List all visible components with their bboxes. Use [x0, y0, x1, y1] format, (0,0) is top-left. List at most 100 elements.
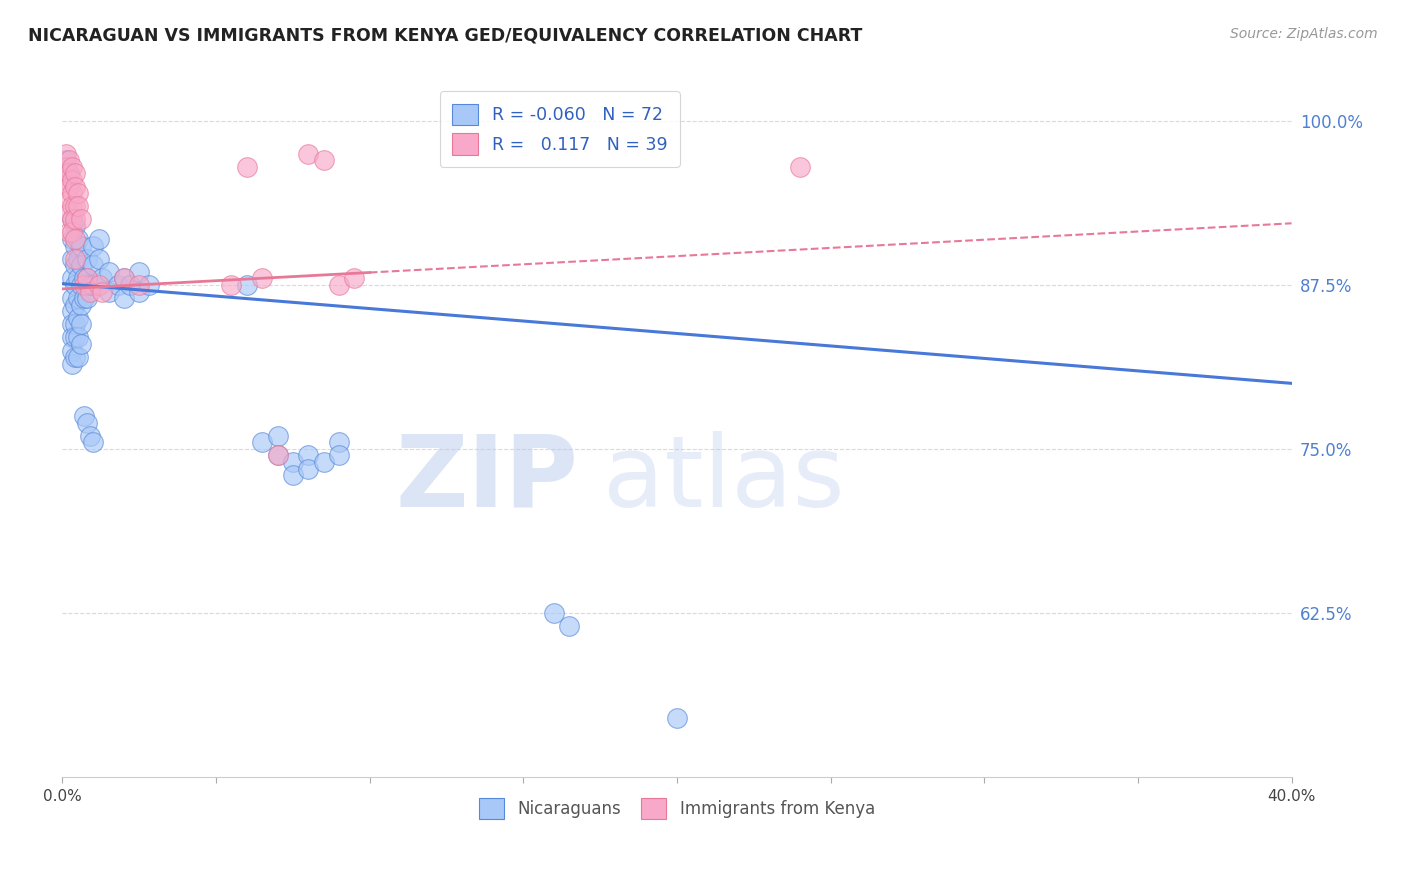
Point [58, 153, 80, 168]
Point [60, 160, 83, 174]
Point [66, 271, 89, 285]
Point [70, 258, 93, 272]
Text: Source: ZipAtlas.com: Source: ZipAtlas.com [1230, 27, 1378, 41]
Point [73, 291, 96, 305]
Point [312, 455, 335, 469]
Point [138, 277, 160, 292]
Point [76, 271, 98, 285]
Point [73, 277, 96, 292]
Point [60, 318, 83, 332]
Point [63, 166, 86, 180]
Point [66, 310, 89, 325]
Point [58, 206, 80, 220]
Point [97, 265, 120, 279]
Point [60, 232, 83, 246]
Point [666, 711, 689, 725]
Point [60, 271, 83, 285]
Point [250, 435, 273, 450]
Point [89, 252, 111, 266]
Point [66, 199, 89, 213]
Point [328, 435, 350, 450]
Point [112, 271, 135, 285]
Point [66, 350, 89, 364]
Point [82, 238, 104, 252]
Text: ZIP: ZIP [396, 431, 579, 528]
Point [63, 258, 86, 272]
Point [55, 173, 77, 187]
Point [79, 429, 101, 443]
Point [297, 461, 319, 475]
Point [128, 265, 150, 279]
Point [328, 277, 350, 292]
Point [343, 271, 366, 285]
Point [76, 416, 98, 430]
Point [58, 166, 80, 180]
Point [63, 179, 86, 194]
Point [73, 409, 96, 424]
Point [63, 252, 86, 266]
Point [60, 173, 83, 187]
Point [107, 277, 129, 292]
Point [63, 212, 86, 227]
Point [63, 199, 86, 213]
Point [60, 343, 83, 358]
Point [66, 291, 89, 305]
Point [58, 166, 80, 180]
Point [297, 146, 319, 161]
Point [312, 153, 335, 168]
Point [60, 304, 83, 318]
Point [66, 330, 89, 344]
Text: NICARAGUAN VS IMMIGRANTS FROM KENYA GED/EQUIVALENCY CORRELATION CHART: NICARAGUAN VS IMMIGRANTS FROM KENYA GED/… [28, 27, 862, 45]
Point [60, 186, 83, 201]
Point [281, 468, 304, 483]
Point [328, 449, 350, 463]
Text: atlas: atlas [603, 431, 845, 528]
Point [297, 449, 319, 463]
Point [89, 277, 111, 292]
Point [76, 271, 98, 285]
Point [266, 449, 288, 463]
Point [112, 271, 135, 285]
Point [82, 435, 104, 450]
Point [221, 277, 243, 292]
Point [789, 160, 811, 174]
Point [60, 212, 83, 227]
Point [82, 277, 104, 292]
Point [63, 318, 86, 332]
Point [266, 429, 288, 443]
Point [70, 318, 93, 332]
Point [76, 252, 98, 266]
Point [89, 232, 111, 246]
Point [70, 238, 93, 252]
Point [79, 277, 101, 292]
Point [55, 146, 77, 161]
Point [70, 337, 93, 351]
Point [63, 219, 86, 233]
Point [58, 226, 80, 240]
Point [63, 238, 86, 252]
Point [250, 271, 273, 285]
Point [63, 298, 86, 312]
Point [60, 291, 83, 305]
Point [91, 271, 114, 285]
Point [558, 619, 581, 633]
Point [60, 226, 83, 240]
Point [128, 285, 150, 299]
Point [543, 606, 565, 620]
Point [60, 330, 83, 344]
Point [70, 212, 93, 227]
Point [70, 277, 93, 292]
Point [66, 232, 89, 246]
Point [97, 285, 120, 299]
Point [60, 357, 83, 371]
Point [236, 160, 259, 174]
Point [55, 153, 77, 168]
Point [63, 277, 86, 292]
Point [58, 193, 80, 207]
Legend: Nicaraguans, Immigrants from Kenya: Nicaraguans, Immigrants from Kenya [472, 791, 882, 825]
Point [236, 277, 259, 292]
Point [266, 449, 288, 463]
Point [63, 330, 86, 344]
Point [112, 291, 135, 305]
Point [79, 285, 101, 299]
